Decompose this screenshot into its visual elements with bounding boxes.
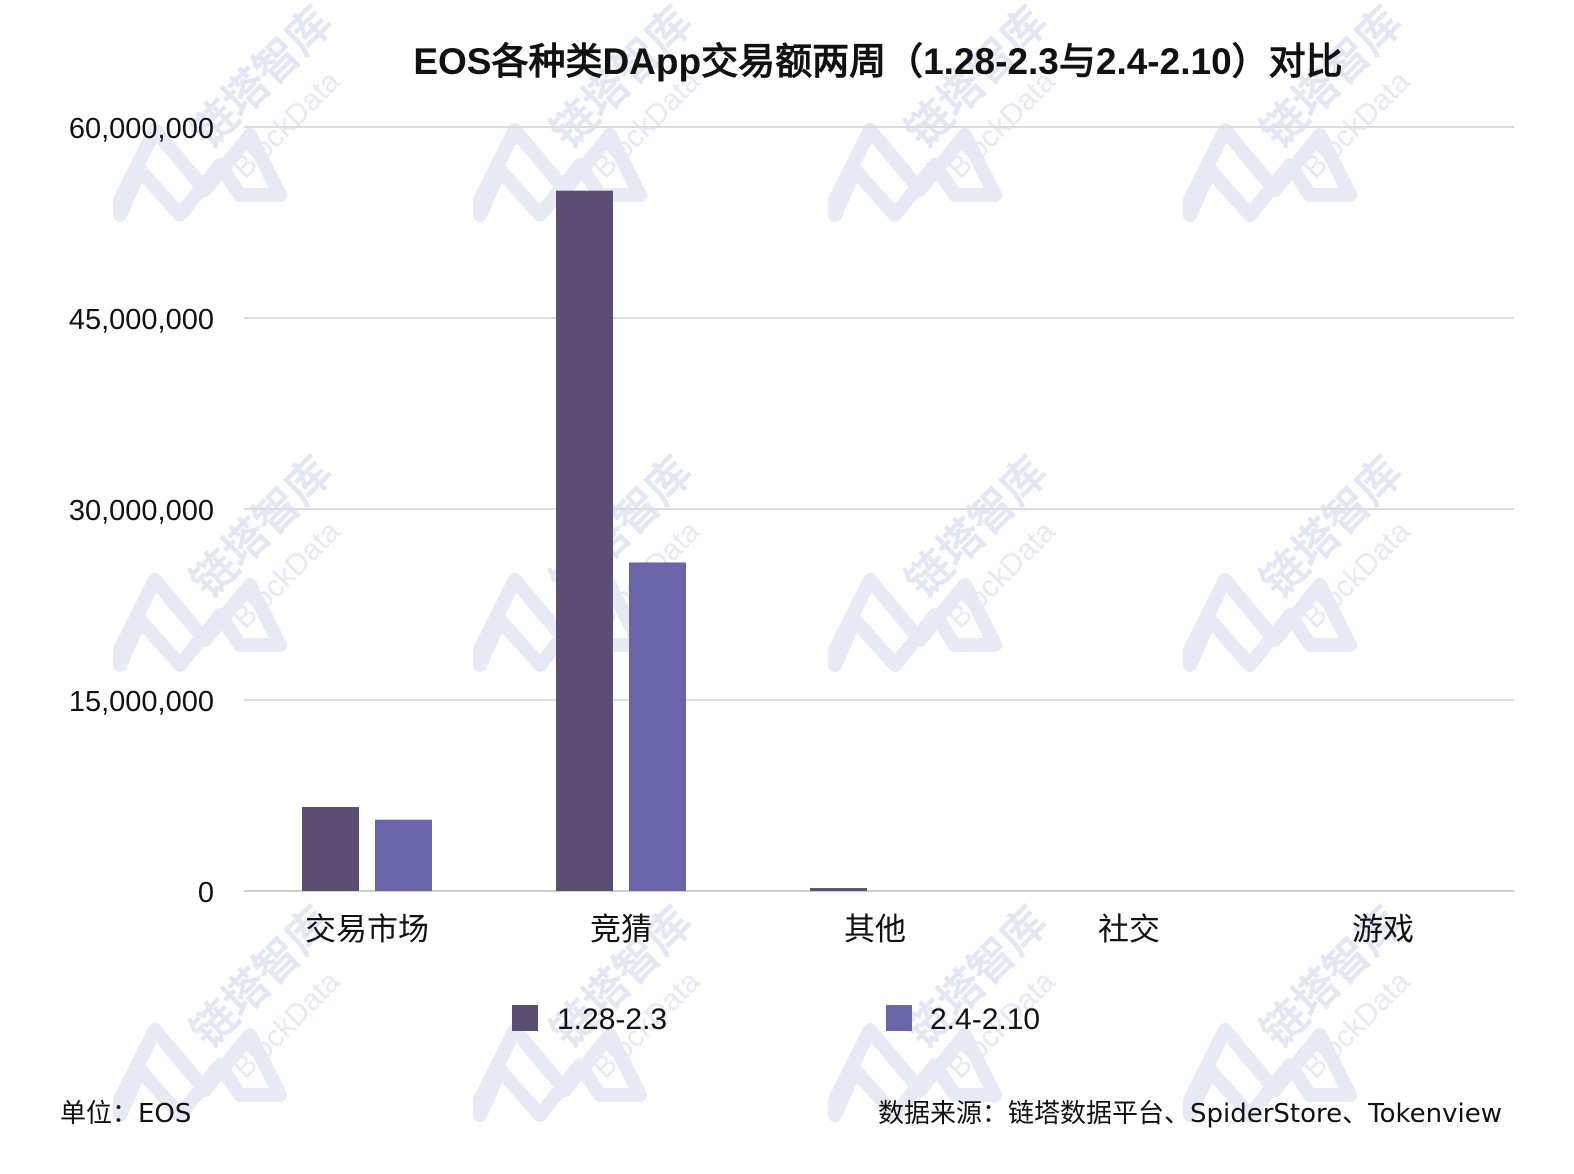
watermark-logo-mark	[828, 123, 1002, 222]
x-tick-label: 竞猜	[590, 912, 652, 948]
legend-label-series-2: 2.4-2.10	[930, 1003, 1040, 1036]
watermark-logo-mark	[1183, 1023, 1357, 1122]
y-tick-label: 0	[198, 877, 214, 909]
x-tick-label: 交易市场	[305, 912, 429, 948]
bar-series-2-cat-1	[375, 819, 432, 891]
legend-label-series-1: 1.28-2.3	[557, 1003, 667, 1036]
bar-series-1-cat-1	[302, 806, 359, 891]
watermark-logo-mark	[113, 1023, 287, 1122]
chart-title: EOS各种类DApp交易额两周（1.28-2.3与2.4-2.10）对比	[413, 40, 1342, 82]
x-tick-label: 其他	[844, 912, 906, 948]
watermark-logo-mark	[828, 1023, 1002, 1122]
y-tick-label: 15,000,000	[69, 686, 214, 718]
watermark-logo-mark	[473, 1023, 647, 1122]
x-tick-label: 社交	[1098, 912, 1160, 948]
x-axis-ticks: 交易市场 竞猜 其他 社交 游戏	[305, 912, 1414, 948]
watermark-logo-mark	[828, 573, 1002, 672]
gridlines	[244, 126, 1514, 892]
watermark-logo-mark	[113, 573, 287, 672]
x-tick-label: 游戏	[1352, 912, 1414, 948]
watermark-logo-mark	[1183, 573, 1357, 672]
bar-series-2-cat-2	[629, 562, 686, 891]
bar-series-1-cat-2	[556, 190, 613, 891]
y-tick-label: 30,000,000	[69, 495, 214, 527]
legend: 1.28-2.3 2.4-2.10	[512, 1003, 1040, 1036]
source-note: 数据来源：链塔数据平台、SpiderStore、Tokenview	[878, 1099, 1502, 1129]
y-tick-label: 45,000,000	[69, 304, 214, 336]
watermark-logo-mark	[1183, 123, 1357, 222]
unit-note: 单位：EOS	[60, 1099, 191, 1129]
watermark-logo-mark	[113, 123, 287, 222]
y-axis-ticks: 0 15,000,000 30,000,000 45,000,000 60,000,00…	[69, 113, 214, 909]
bars	[302, 190, 867, 891]
legend-swatch-series-1	[512, 1005, 538, 1031]
legend-swatch-series-2	[886, 1005, 912, 1031]
y-tick-label: 60,000,000	[69, 113, 214, 145]
bar-series-1-cat-3	[810, 888, 867, 891]
